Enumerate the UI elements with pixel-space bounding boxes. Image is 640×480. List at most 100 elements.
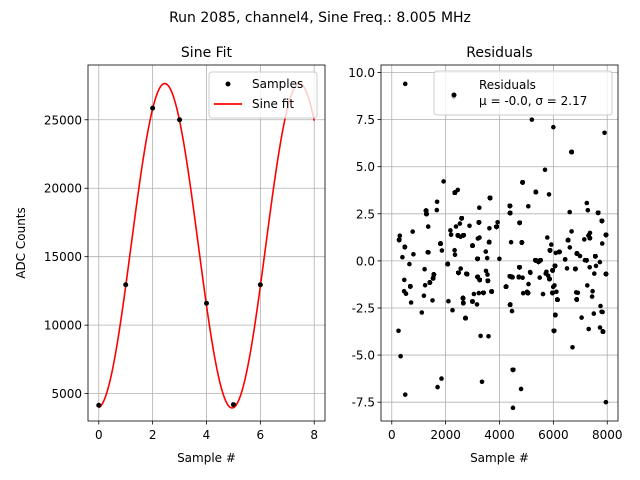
residual-point — [455, 187, 461, 193]
residual-point — [460, 295, 466, 301]
residual-point — [430, 276, 436, 281]
residual-point — [452, 247, 457, 253]
residual-point — [398, 353, 403, 359]
residual-point — [467, 223, 472, 229]
residual-point — [425, 224, 431, 229]
residual-point — [526, 281, 531, 287]
residual-point — [476, 220, 482, 225]
residual-point — [543, 271, 548, 276]
residual-point — [552, 283, 557, 288]
sample-point — [177, 117, 183, 123]
residual-point — [481, 290, 486, 296]
legend-samples-label: Samples — [252, 77, 303, 91]
residual-point — [448, 228, 453, 233]
residuals-ytick-label: -5.0 — [352, 349, 375, 363]
residual-point — [434, 207, 440, 213]
residual-point — [489, 289, 494, 294]
residual-point — [402, 81, 408, 87]
residuals-ytick-label: 0.0 — [356, 254, 375, 268]
residual-point — [459, 216, 465, 221]
legend-sinefit-label: Sine fit — [252, 97, 294, 111]
sine-fit-ytick-label: 20000 — [44, 182, 82, 196]
residual-point — [551, 124, 556, 130]
residual-point — [477, 205, 482, 210]
residual-point — [540, 291, 546, 297]
residual-point — [450, 307, 455, 313]
residual-point — [475, 274, 480, 280]
residual-point — [554, 289, 559, 295]
residual-point — [453, 224, 459, 229]
legend-residuals-stats: μ = -0.0, σ = 2.17 — [479, 94, 587, 108]
residual-point — [518, 386, 524, 392]
residual-point — [397, 233, 403, 238]
residual-point — [510, 405, 516, 411]
residual-point — [474, 302, 480, 307]
residual-point — [577, 253, 583, 259]
residual-point — [407, 261, 412, 267]
residuals-ytick-label: -7.5 — [352, 396, 375, 410]
residual-point — [426, 250, 431, 255]
residual-point — [586, 326, 591, 332]
residual-point — [439, 376, 444, 381]
residual-point — [508, 239, 514, 245]
residual-point — [422, 266, 427, 272]
residual-point — [574, 251, 580, 256]
residual-point — [470, 243, 475, 248]
residual-point — [479, 379, 485, 385]
residual-point — [424, 211, 429, 217]
residuals-title: Residuals — [466, 45, 532, 61]
residual-point — [457, 221, 463, 226]
residual-point — [402, 244, 408, 250]
residual-point — [411, 252, 416, 257]
residual-point — [456, 270, 461, 276]
residual-point — [587, 235, 593, 241]
residual-point — [485, 278, 491, 284]
residual-point — [520, 275, 525, 281]
residual-point — [574, 297, 579, 302]
residual-point — [485, 272, 490, 277]
residual-point — [597, 259, 603, 265]
residual-point — [495, 220, 500, 225]
residuals-ytick-label: 2.5 — [356, 207, 375, 221]
residual-point — [550, 290, 555, 296]
residual-point — [593, 253, 598, 259]
sample-point — [204, 300, 209, 306]
residual-point — [507, 302, 513, 308]
residual-point — [517, 220, 522, 226]
residual-point — [452, 252, 458, 258]
residual-point — [517, 265, 522, 270]
residual-point — [569, 149, 574, 155]
residual-point — [427, 280, 433, 285]
residual-point — [562, 257, 568, 262]
legend-residuals-marker — [451, 92, 457, 98]
residual-point — [570, 345, 575, 350]
residuals-xtick-label: 2000 — [430, 428, 461, 442]
residual-point — [555, 297, 560, 303]
sine-fit-ytick-label: 5000 — [51, 387, 82, 401]
residual-point — [585, 283, 590, 288]
residual-point — [525, 290, 531, 296]
residual-point — [590, 288, 595, 294]
sine-fit-legend: Samples Sine fit — [208, 71, 318, 119]
residuals-xlabel: Sample # — [470, 451, 529, 465]
residual-point — [589, 294, 595, 299]
residual-point — [597, 325, 603, 330]
sine-fit-xtick-label: 8 — [310, 428, 318, 442]
residual-point — [579, 315, 584, 320]
sample-point — [96, 402, 102, 408]
sine-fit-axes: Sine Fit 0 2 4 6 8 5000 10000 15000 20000 25000 S… — [14, 45, 326, 465]
sine-fit-ylabel: ADC Counts — [14, 207, 28, 279]
residuals-xtick-label: 4000 — [484, 428, 515, 442]
residual-point — [587, 265, 592, 270]
residual-point — [519, 240, 525, 245]
residual-point — [585, 207, 591, 213]
residuals-xtick-label: 0 — [388, 428, 396, 442]
residual-point — [470, 299, 475, 304]
residual-point — [439, 248, 445, 253]
sine-fit-ytick-label: 25000 — [44, 113, 82, 127]
residual-point — [591, 311, 597, 316]
residual-point — [527, 269, 533, 275]
residual-point — [431, 272, 437, 277]
residual-point — [497, 256, 502, 262]
